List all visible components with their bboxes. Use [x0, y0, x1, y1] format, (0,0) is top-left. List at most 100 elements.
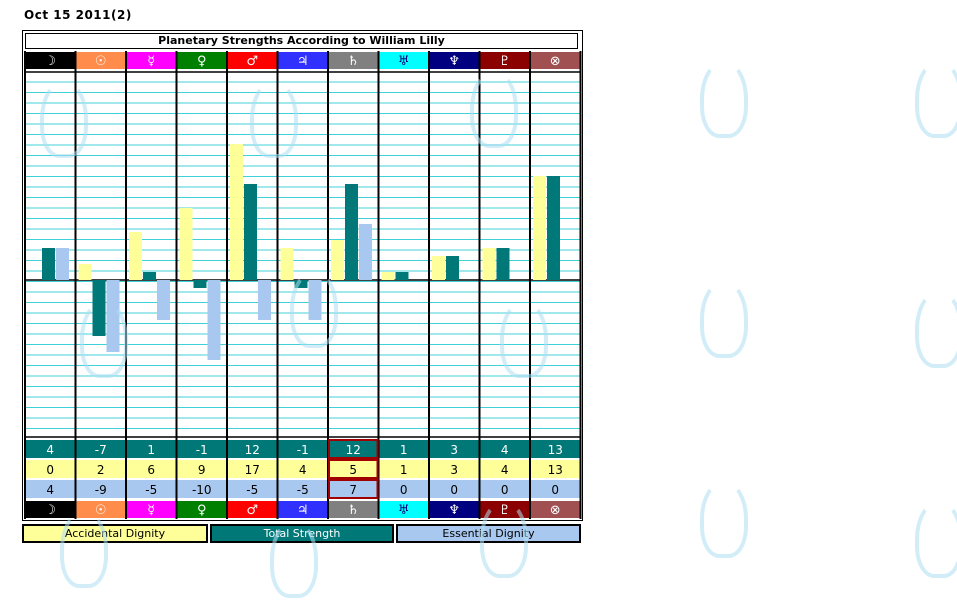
value-label-accidental-dignity: 3	[450, 463, 458, 477]
planet-glyph: ♃	[297, 503, 309, 518]
value-label-total-strength: 1	[147, 443, 155, 457]
legend-essential-dignity: Essential Dignity	[396, 524, 581, 543]
value-cell-essential-dignity	[531, 480, 580, 498]
planet-glyph: ☽	[44, 503, 56, 518]
value-label-essential-dignity: -10	[192, 483, 212, 497]
value-cell-accidental-dignity	[228, 460, 277, 478]
bar-accidental-dignity	[381, 272, 395, 280]
value-label-accidental-dignity: 0	[46, 463, 54, 477]
planet-cell-pluto	[480, 501, 529, 518]
planet-glyph: ♀	[197, 503, 207, 518]
planet-cell-mars	[228, 501, 277, 518]
bar-total-strength	[496, 248, 510, 280]
value-cell-essential-dignity	[430, 480, 479, 498]
value-cell-accidental-dignity	[26, 460, 75, 478]
planet-glyph: ♀	[197, 54, 207, 69]
value-cell-accidental-dignity	[480, 460, 529, 478]
planet-glyph: ♂	[246, 503, 258, 518]
value-label-accidental-dignity: 5	[349, 463, 357, 477]
planet-cell-venus	[177, 52, 226, 69]
watermark-mark	[60, 510, 108, 588]
planet-glyph: ☿	[147, 503, 155, 518]
bar-total-strength	[345, 184, 358, 280]
bar-total-strength	[294, 280, 308, 288]
value-cell-accidental-dignity	[379, 460, 428, 478]
watermark-mark	[700, 480, 748, 558]
planet-cell-moon	[26, 52, 75, 69]
watermark-mark	[915, 290, 957, 368]
value-cell-essential-dignity	[76, 480, 125, 498]
bar-total-strength	[547, 176, 560, 280]
planet-cell-sun	[76, 501, 125, 518]
planet-glyph: ♃	[297, 54, 309, 69]
value-label-total-strength: -1	[196, 443, 208, 457]
planet-cell-mars	[228, 52, 277, 69]
bar-essential-dignity	[258, 280, 271, 320]
planet-cell-mercury	[127, 501, 176, 518]
bar-essential-dignity	[308, 280, 322, 320]
value-label-essential-dignity: -9	[95, 483, 107, 497]
planet-cell-saturn	[329, 501, 378, 518]
bar-accidental-dignity	[179, 208, 193, 280]
bar-essential-dignity	[157, 280, 170, 320]
planet-glyph: ♅	[398, 54, 410, 69]
value-label-essential-dignity: 0	[400, 483, 408, 497]
value-label-accidental-dignity: 6	[147, 463, 155, 477]
value-cell-essential-dignity	[127, 480, 176, 498]
planet-glyph: ☉	[95, 503, 107, 518]
bar-total-strength	[143, 272, 156, 280]
planet-cell-neptune	[430, 501, 479, 518]
bar-total-strength	[92, 280, 106, 336]
legend-total-strength: Total Strength	[210, 524, 394, 543]
planet-glyph: ☿	[147, 54, 155, 69]
value-cell-total-strength	[379, 440, 428, 458]
value-cell-essential-dignity	[328, 479, 379, 499]
watermark-mark	[700, 60, 748, 138]
value-cell-essential-dignity	[379, 480, 428, 498]
planet-glyph: ☉	[95, 54, 107, 69]
planet-cell-neptune	[430, 52, 479, 69]
bar-accidental-dignity	[533, 176, 546, 280]
value-label-total-strength: 4	[501, 443, 509, 457]
value-label-accidental-dignity: 13	[548, 463, 563, 477]
value-cell-total-strength	[177, 440, 226, 458]
watermark-mark	[700, 280, 748, 358]
value-label-total-strength: 1	[400, 443, 408, 457]
value-cell-accidental-dignity	[177, 460, 226, 478]
planet-cell-pluto	[480, 52, 529, 69]
bar-accidental-dignity	[129, 232, 142, 280]
value-cell-total-strength	[76, 440, 125, 458]
bar-essential-dignity	[207, 280, 221, 360]
bar-essential-dignity	[106, 280, 120, 352]
bar-essential-dignity	[56, 248, 69, 280]
value-label-accidental-dignity: 2	[97, 463, 105, 477]
value-label-essential-dignity: -5	[297, 483, 309, 497]
planet-cell-uranus	[379, 52, 428, 69]
value-label-total-strength: 3	[450, 443, 458, 457]
value-label-total-strength: 4	[46, 443, 54, 457]
planet-cell-saturn	[329, 52, 378, 69]
value-label-essential-dignity: 0	[551, 483, 559, 497]
value-cell-total-strength	[26, 440, 75, 458]
value-label-essential-dignity: 4	[46, 483, 54, 497]
bar-accidental-dignity	[280, 248, 294, 280]
value-label-total-strength: 12	[346, 443, 361, 457]
legend-accidental-dignity: Accidental Dignity	[22, 524, 208, 543]
chart-title: Planetary Strengths According to William…	[25, 33, 578, 49]
planet-cell-part-of-fortune	[531, 501, 580, 518]
planet-cell-part-of-fortune	[531, 52, 580, 69]
bar-total-strength	[446, 256, 459, 280]
planet-glyph: ♇	[499, 503, 511, 518]
planet-cell-jupiter	[278, 501, 327, 518]
value-cell-total-strength	[480, 440, 529, 458]
value-cell-total-strength	[127, 440, 176, 458]
value-label-accidental-dignity: 1	[400, 463, 408, 477]
bar-total-strength	[42, 248, 55, 280]
planet-glyph: ⊗	[550, 54, 561, 69]
value-label-essential-dignity: 7	[349, 483, 357, 497]
planet-glyph: ♄	[347, 503, 359, 518]
bar-total-strength	[193, 280, 207, 288]
bar-total-strength	[395, 272, 409, 280]
planet-glyph: ♆	[448, 503, 460, 518]
planet-cell-mercury	[127, 52, 176, 69]
